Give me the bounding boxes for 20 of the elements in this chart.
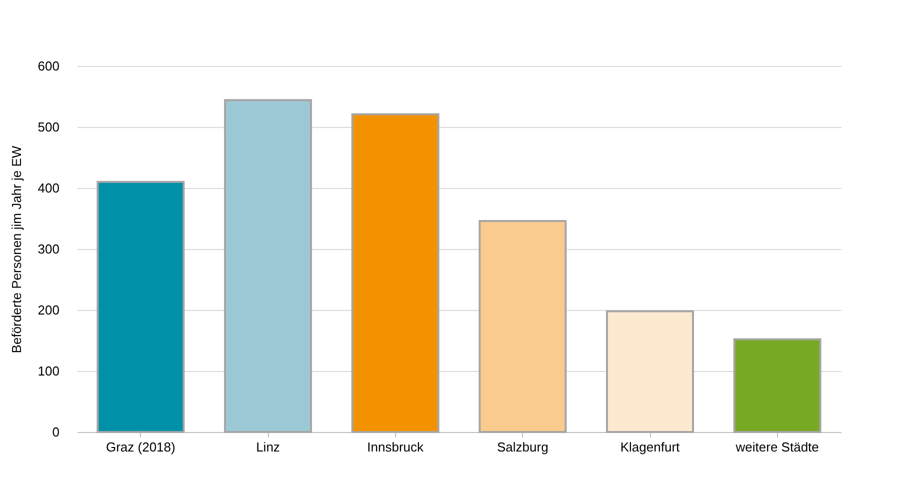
y-axis-title: Beförderte Personen jim Jahr je EW (8, 145, 24, 354)
bar (96, 180, 185, 433)
x-tick-label: Innsbruck (367, 440, 424, 454)
x-tick-label: Klagenfurt (620, 440, 680, 454)
bar (606, 310, 694, 433)
bar (733, 338, 822, 433)
bar (478, 220, 567, 433)
y-tick-label: 500 (38, 120, 60, 134)
x-tick-label: Salzburg (497, 440, 548, 454)
y-tick-label: 600 (38, 58, 60, 74)
x-tick-label: Graz (2018) (106, 440, 176, 454)
y-tick-label: 0 (52, 424, 60, 440)
y-tick-label: 100 (38, 364, 60, 378)
y-tick-label: 300 (38, 242, 60, 256)
y-tick-label: 400 (38, 180, 60, 196)
x-tick-label: Linz (256, 440, 280, 454)
x-tick-label: weitere Städte (734, 440, 819, 454)
bar (351, 113, 440, 433)
y-tick-label: 200 (38, 302, 60, 318)
bar (224, 99, 312, 433)
